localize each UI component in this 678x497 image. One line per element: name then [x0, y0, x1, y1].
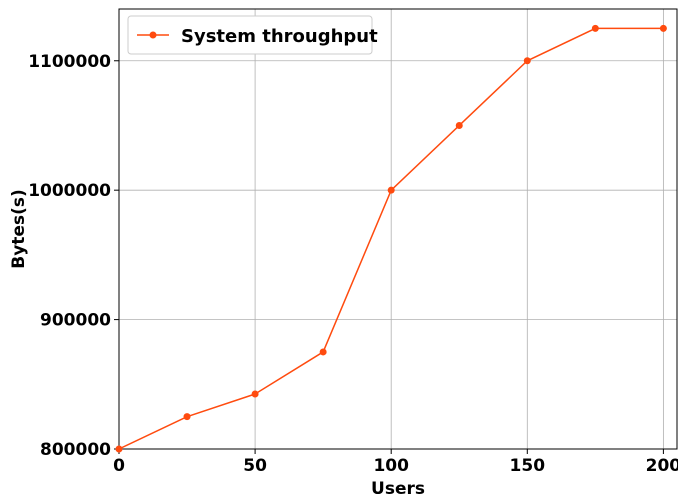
x-tick-label: 200: [646, 456, 678, 476]
y-tick-label: 1100000: [28, 52, 111, 72]
x-tick-label: 150: [510, 456, 546, 476]
legend: System throughput: [128, 16, 378, 54]
data-point: [252, 391, 259, 398]
plot-area-frame: [119, 9, 677, 449]
x-axis-label: Users: [371, 479, 425, 497]
data-point: [116, 446, 123, 453]
data-point: [184, 413, 191, 420]
y-axis-label: Bytes(s): [9, 189, 29, 268]
y-tick-label: 800000: [40, 440, 111, 460]
legend-marker: [150, 32, 157, 39]
grid-lines: [119, 9, 677, 449]
x-tick-label: 0: [113, 456, 125, 476]
y-tick-label: 900000: [40, 311, 111, 331]
x-tick-label: 100: [373, 456, 409, 476]
data-point: [660, 25, 667, 32]
legend-label: System throughput: [181, 26, 378, 47]
data-point: [456, 122, 463, 129]
axis-ticks: 0 50 100 150 200 800000 900000 1000000 1100000: [28, 52, 678, 476]
data-point: [524, 57, 531, 64]
x-tick-label: 50: [243, 456, 267, 476]
data-point: [320, 348, 327, 355]
y-tick-label: 1000000: [28, 181, 111, 201]
data-point: [388, 187, 395, 194]
data-point: [592, 25, 599, 32]
